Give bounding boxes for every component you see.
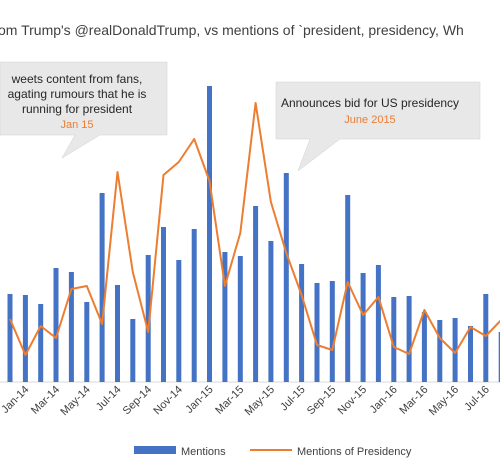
x-tick-label: Jul-14 — [94, 384, 124, 414]
bar-Nov-15 — [360, 273, 366, 382]
bar-May-15 — [268, 241, 274, 382]
bar-Sep-15 — [329, 281, 335, 382]
legend-swatch-mentions — [134, 446, 176, 454]
bar-Apr-16 — [437, 320, 443, 382]
annotation-2-date: June 2015 — [344, 114, 395, 126]
bar-Jul-16 — [483, 294, 489, 382]
bar-Aug-16 — [498, 332, 500, 382]
legend: Mentions Mentions of Presidency — [134, 446, 412, 458]
bar-Oct-14 — [161, 227, 166, 382]
bar-Aug-15 — [314, 283, 320, 382]
bar-Mar-14 — [53, 268, 59, 382]
bar-Jul-15 — [299, 264, 305, 382]
bar-Jan-14 — [22, 295, 28, 382]
x-tick-label: Jan-15 — [183, 384, 215, 416]
x-tick-label: Jul-16 — [462, 384, 492, 414]
bar-Dec-15 — [375, 265, 381, 382]
legend-label-mentions: Mentions — [181, 446, 226, 458]
x-tick-label: Mar-15 — [213, 384, 246, 417]
chart-title: om Trump's @realDonaldTrump, vs mentions… — [0, 22, 464, 38]
annotation-1: weets content from fans, agating rumours… — [0, 61, 168, 159]
bar-Jan-15 — [207, 86, 212, 382]
x-tick-label: Sep-15 — [305, 384, 339, 418]
bars-group — [7, 86, 500, 382]
bar-Feb-14 — [38, 304, 44, 382]
bar-Sep-14 — [145, 255, 151, 382]
bar-Dec-13 — [7, 294, 13, 382]
bar-Jun-16 — [468, 326, 473, 382]
bar-Jan-16 — [391, 297, 397, 382]
bar-Mar-15 — [237, 256, 243, 382]
legend-label-presidency: Mentions of Presidency — [297, 446, 412, 458]
x-tick-label: May-14 — [58, 384, 92, 418]
bar-May-14 — [84, 302, 90, 382]
bar-Mar-16 — [421, 312, 427, 382]
bar-Jun-14 — [99, 193, 105, 382]
x-tick-label: Mar-14 — [29, 384, 62, 417]
bar-Nov-14 — [176, 260, 182, 382]
x-tick-label: Nov-14 — [151, 384, 185, 418]
x-tick-label: May-15 — [243, 384, 277, 418]
annotation-1-line-2: agating rumours that he is — [8, 87, 147, 101]
bar-Feb-16 — [406, 296, 412, 382]
annotation-2: Announces bid for US presidency June 201… — [275, 81, 481, 172]
bar-Jul-14 — [115, 285, 120, 382]
bar-Dec-14 — [191, 229, 197, 382]
x-tick-label: Nov-15 — [336, 384, 370, 418]
x-tick-label: Jul-15 — [278, 384, 308, 414]
x-tick-label: Mar-16 — [397, 384, 430, 417]
annotation-1-line-3: running for president — [22, 102, 133, 116]
bar-Apr-14 — [68, 272, 74, 382]
bar-Feb-15 — [222, 252, 228, 382]
x-tick-label: Jan-16 — [368, 384, 400, 416]
annotation-1-date: Jan 15 — [60, 119, 93, 131]
series-line-presidency — [9, 102, 500, 356]
annotation-2-box — [275, 81, 481, 172]
bar-May-16 — [452, 318, 458, 382]
bar-Oct-15 — [345, 195, 351, 382]
bar-Apr-15 — [253, 206, 259, 382]
x-tick-label: May-16 — [427, 384, 461, 418]
annotation-2-line-1: Announces bid for US presidency — [281, 96, 459, 110]
x-tick-label: Sep-14 — [121, 384, 155, 418]
x-tick-label: Jan-14 — [0, 384, 31, 416]
bar-Aug-14 — [130, 319, 136, 382]
annotation-1-box — [0, 61, 168, 159]
annotation-1-line-1: weets content from fans, — [11, 72, 143, 86]
line-group — [9, 102, 500, 356]
bar-Jun-15 — [283, 173, 289, 382]
